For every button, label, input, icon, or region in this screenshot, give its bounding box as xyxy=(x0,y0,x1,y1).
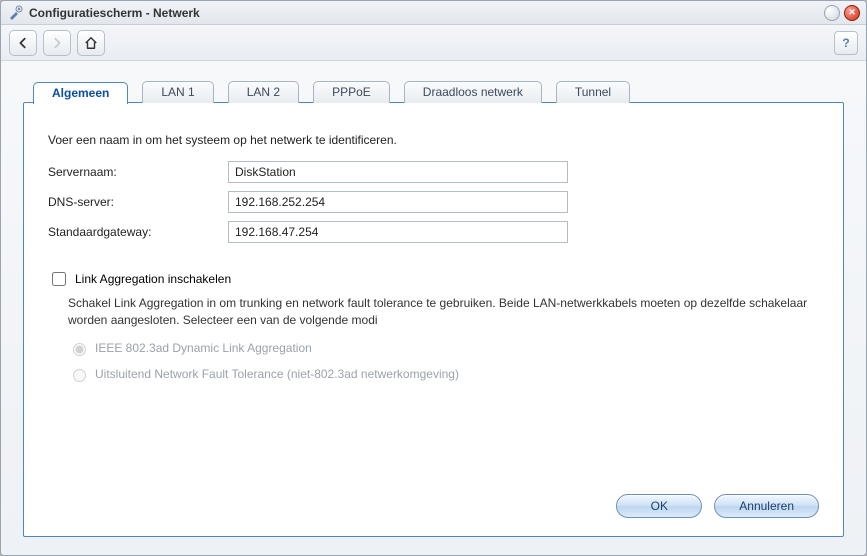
linkagg-checkbox-label[interactable]: Link Aggregation inschakelen xyxy=(75,272,231,286)
tab-pppoe[interactable]: PPPoE xyxy=(313,81,390,103)
back-button[interactable] xyxy=(9,30,37,56)
tab-label: LAN 1 xyxy=(161,85,194,99)
close-button[interactable] xyxy=(844,5,860,21)
titlebar[interactable]: Configuratiescherm - Netwerk xyxy=(1,1,866,25)
content-area: Algemeen LAN 1 LAN 2 PPPoE Draadloos net… xyxy=(1,61,866,555)
tab-tunnel[interactable]: Tunnel xyxy=(556,81,630,103)
ok-button[interactable]: OK xyxy=(616,494,702,518)
linkagg-radio-ieee-label: IEEE 802.3ad Dynamic Link Aggregation xyxy=(95,341,312,355)
minimize-button[interactable] xyxy=(824,5,840,21)
linkagg-checkbox-row: Link Aggregation inschakelen xyxy=(48,269,819,289)
panel-footer: OK Annuleren xyxy=(48,482,819,518)
linkagg-checkbox[interactable] xyxy=(52,272,66,286)
tab-wireless[interactable]: Draadloos netwerk xyxy=(404,81,542,103)
help-button[interactable]: ? xyxy=(834,31,858,55)
tab-label: Algemeen xyxy=(52,86,109,100)
intro-text: Voer een naam in om het systeem op het n… xyxy=(48,133,819,147)
servername-input[interactable] xyxy=(228,161,568,183)
linkagg-description: Schakel Link Aggregation in om trunking … xyxy=(68,295,819,330)
forward-button[interactable] xyxy=(43,30,71,56)
link-aggregation-section: Link Aggregation inschakelen Schakel Lin… xyxy=(48,269,819,392)
dns-label: DNS-server: xyxy=(48,195,228,209)
linkagg-radio-fault xyxy=(73,369,86,382)
linkagg-option-fault: Uitsluitend Network Fault Tolerance (nie… xyxy=(68,366,819,382)
servername-label: Servernaam: xyxy=(48,165,228,179)
gateway-label: Standaardgateway: xyxy=(48,225,228,239)
window-title: Configuratiescherm - Netwerk xyxy=(29,6,820,20)
tab-label: Draadloos netwerk xyxy=(423,85,523,99)
row-gateway: Standaardgateway: xyxy=(48,221,819,243)
app-icon xyxy=(7,5,23,21)
home-button[interactable] xyxy=(77,30,105,56)
cancel-button[interactable]: Annuleren xyxy=(714,494,819,518)
row-dns: DNS-server: xyxy=(48,191,819,213)
row-servername: Servernaam: xyxy=(48,161,819,183)
linkagg-option-ieee: IEEE 802.3ad Dynamic Link Aggregation xyxy=(68,340,819,356)
tab-panel-algemeen: Voer een naam in om het systeem op het n… xyxy=(23,102,844,537)
ok-label: OK xyxy=(651,499,668,513)
tab-label: LAN 2 xyxy=(247,85,280,99)
window-root: Configuratiescherm - Netwerk ? Algemeen … xyxy=(0,0,867,556)
tab-label: Tunnel xyxy=(575,85,611,99)
tabstrip: Algemeen LAN 1 LAN 2 PPPoE Draadloos net… xyxy=(23,81,844,103)
toolbar: ? xyxy=(1,25,866,61)
tab-lan1[interactable]: LAN 1 xyxy=(142,81,213,103)
dns-input[interactable] xyxy=(228,191,568,213)
help-label: ? xyxy=(842,36,849,50)
gateway-input[interactable] xyxy=(228,221,568,243)
linkagg-radio-fault-label: Uitsluitend Network Fault Tolerance (nie… xyxy=(95,367,459,381)
linkagg-radio-ieee xyxy=(73,343,86,356)
tab-lan2[interactable]: LAN 2 xyxy=(228,81,299,103)
cancel-label: Annuleren xyxy=(739,499,794,513)
tab-label: PPPoE xyxy=(332,85,371,99)
tab-algemeen[interactable]: Algemeen xyxy=(33,82,128,104)
